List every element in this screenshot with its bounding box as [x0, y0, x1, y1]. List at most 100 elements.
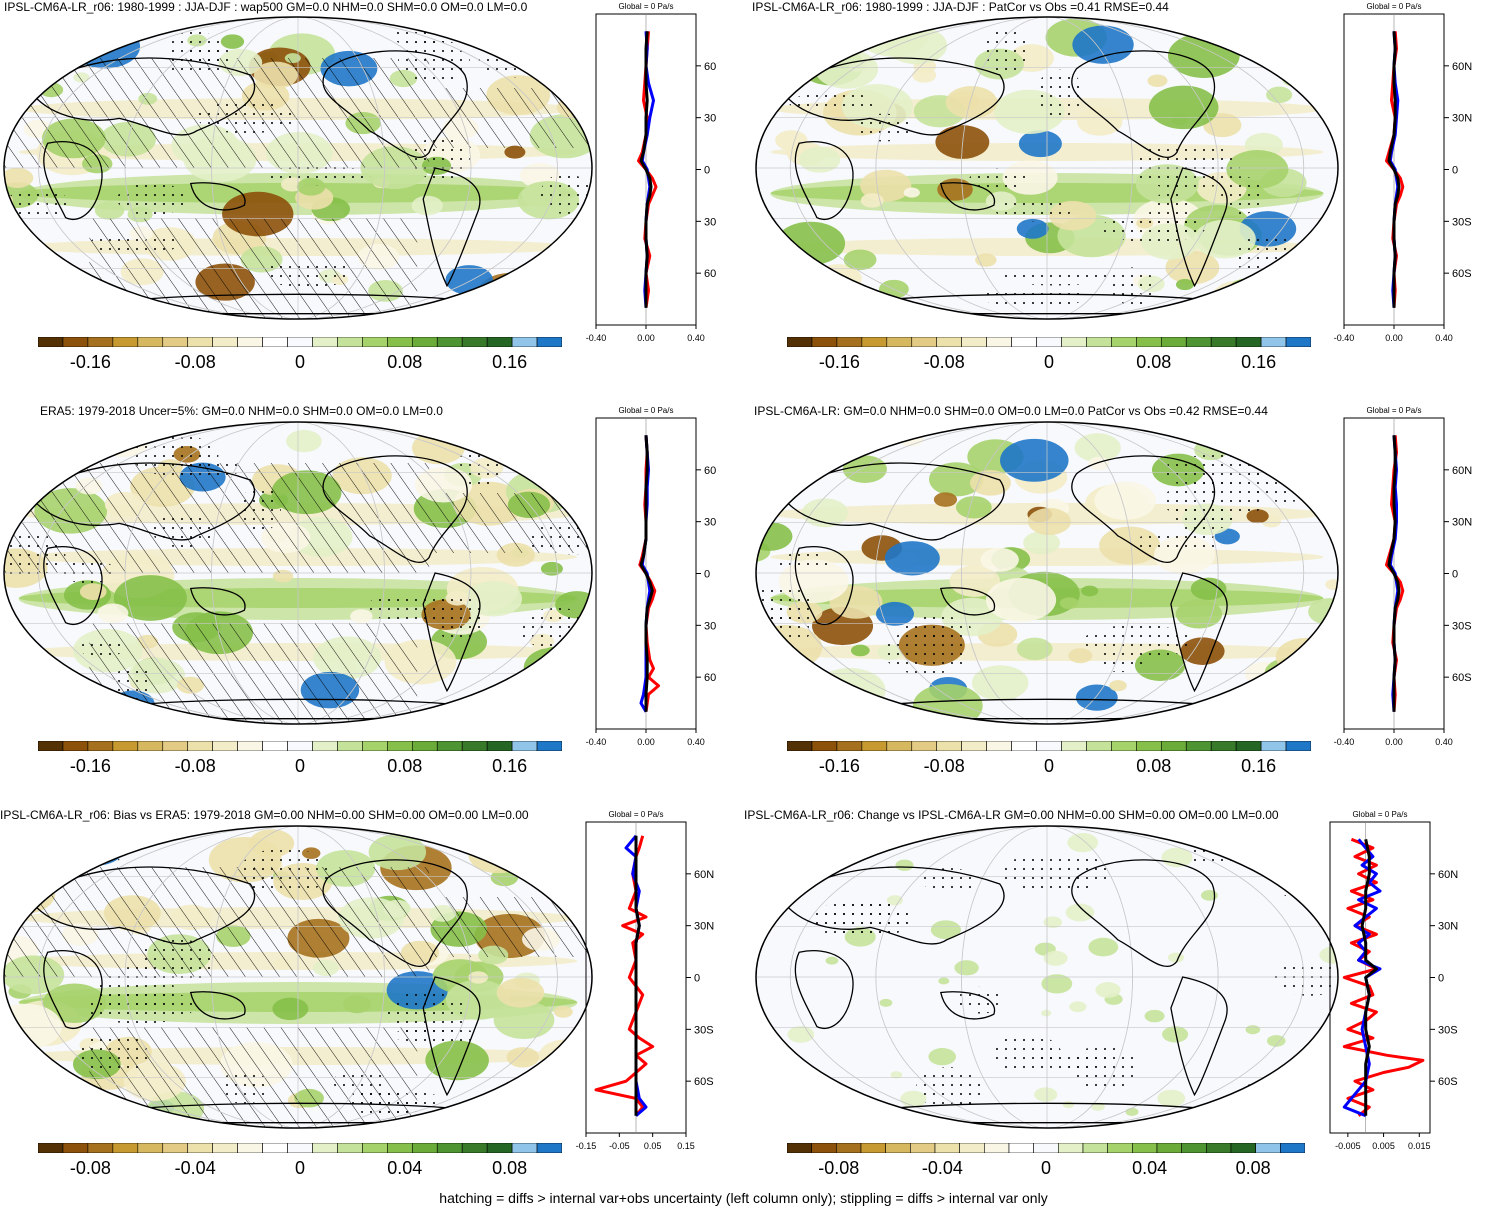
- global-map: [3, 825, 593, 1129]
- continent-outline: [322, 455, 468, 564]
- zonal-mean-plot: Global = 0 Pa/s 60N 30N 0 30S 60S -0.40 0.00 0.4…: [1334, 2, 1472, 343]
- colorbar-cell: [187, 741, 213, 751]
- panel-title: IPSL-CM6A-LR_r06: Change vs IPSL-CM6A-LR…: [744, 808, 1279, 822]
- colorbar-tick-label: 0: [1043, 756, 1055, 776]
- colorbar-cell: [1111, 337, 1137, 347]
- stippling-overlay: [922, 868, 977, 894]
- anomaly-blob: [1281, 69, 1309, 87]
- anomaly-blob: [1095, 982, 1121, 998]
- global-map: [755, 421, 1339, 725]
- anomaly-blob: [500, 433, 556, 468]
- zonal-series-line: [1387, 435, 1401, 712]
- anomaly-blob: [1245, 661, 1285, 687]
- lat-tick-label: 60N: [704, 465, 716, 477]
- anomaly-blob: [1041, 974, 1073, 994]
- graticule-line: [124, 826, 472, 1128]
- colorbar-tick-label: 0: [294, 352, 306, 372]
- colorbar-cell: [1086, 337, 1112, 347]
- graticule-line: [211, 17, 385, 319]
- anomaly-blob: [1165, 250, 1220, 285]
- colorbar-cell: [486, 741, 513, 751]
- colorbar-tick-label: 0.08: [1136, 352, 1172, 372]
- lat-tick-label: 30N: [1452, 517, 1472, 529]
- stippling-overlay: [78, 1033, 154, 1073]
- colorbar-cell: [1136, 337, 1162, 347]
- colorbar-cell: [137, 1143, 164, 1153]
- panel-title: ERA5: 1979-2018 Uncer=5%: GM=0.0 NHM=0.0…: [40, 404, 443, 418]
- continent-outline: [322, 50, 468, 159]
- anomaly-blob: [884, 541, 940, 576]
- graticule-line: [789, 422, 1305, 724]
- colorbar-cell: [1235, 337, 1262, 347]
- continent-outline: [780, 57, 1005, 136]
- zonal-series-line: [1387, 31, 1401, 308]
- anomaly-blob: [933, 492, 958, 507]
- graticule-line: [875, 422, 1219, 724]
- colorbar-tick-label: 0.04: [387, 1158, 423, 1178]
- colorbar-cell: [886, 741, 913, 751]
- map-border: [755, 421, 1339, 725]
- zonal-title: Global = 0 Pa/s: [1367, 2, 1422, 11]
- stippling-overlay: [982, 26, 1030, 76]
- graticule-line: [961, 422, 1133, 724]
- colorbar: [38, 337, 562, 347]
- map-field: [756, 826, 1338, 1128]
- colorbar-cell: [387, 741, 413, 751]
- colorbar-cell: [1058, 1143, 1084, 1153]
- anomaly-blob: [342, 995, 372, 1014]
- anomaly-blob: [806, 1085, 828, 1100]
- stippling-overlay: [957, 986, 1006, 1014]
- lat-tick-label: 30S: [704, 216, 716, 228]
- anomaly-blob: [1175, 278, 1194, 291]
- global-map: [3, 421, 593, 725]
- stippling-overlay: [1233, 233, 1301, 278]
- graticule-line: [789, 826, 1305, 1128]
- anomaly-blob: [4, 424, 59, 471]
- graticule-line: [875, 826, 1219, 1128]
- anomaly-blob: [787, 1026, 815, 1043]
- anomaly-blob: [1088, 937, 1119, 957]
- colorbar-cell: [137, 741, 164, 751]
- continent-outline: [940, 991, 996, 1020]
- lat-tick-label: 30N: [704, 517, 716, 529]
- colorbar-cell: [1210, 741, 1237, 751]
- hatching-overlay: [4, 463, 430, 573]
- colorbar-cell: [836, 741, 863, 751]
- colorbar-cell: [112, 1143, 139, 1153]
- stippling-overlay: [412, 136, 470, 181]
- colorbar-cell: [910, 1143, 936, 1153]
- stippling-overlay: [345, 1089, 443, 1114]
- stippling-overlay: [1135, 530, 1224, 554]
- stippling-overlay: [756, 863, 798, 912]
- colorbar-cell: [62, 1143, 89, 1153]
- anomaly-blob: [1245, 1025, 1261, 1035]
- anomaly-blob: [827, 289, 849, 303]
- anomaly-blob: [980, 547, 1019, 572]
- anomaly-blob: [32, 287, 75, 314]
- colorbar-cell: [1011, 741, 1037, 751]
- colorbar-cell: [1260, 337, 1287, 347]
- colorbar-cell: [287, 1143, 313, 1153]
- colorbar-cell: [461, 741, 488, 751]
- colorbar-cell: [62, 337, 89, 347]
- colorbar-cell: [112, 741, 139, 751]
- x-tick-label: 0.00: [1385, 737, 1403, 747]
- anomaly-blob: [1325, 579, 1338, 590]
- anomaly-blob: [1000, 438, 1069, 482]
- colorbar-cell: [187, 1143, 213, 1153]
- zonal-title: Global = 0 Pa/s: [619, 406, 674, 415]
- global-map: [755, 825, 1339, 1129]
- colorbar-cell: [1206, 1143, 1232, 1153]
- stippling-overlay: [4, 1071, 46, 1090]
- anomaly-blob: [756, 42, 782, 76]
- anomaly-blob: [506, 1047, 540, 1068]
- continent-outline: [1071, 455, 1216, 564]
- stippling-overlay: [117, 182, 188, 216]
- anomaly-blob: [516, 441, 580, 481]
- stippling-overlay: [1069, 1045, 1138, 1091]
- anomaly-blob: [1027, 507, 1071, 535]
- colorbar-cell: [1230, 1143, 1256, 1153]
- colorbar-cell: [137, 337, 164, 347]
- colorbar-cell: [811, 337, 838, 347]
- anomaly-blob: [1157, 1089, 1186, 1108]
